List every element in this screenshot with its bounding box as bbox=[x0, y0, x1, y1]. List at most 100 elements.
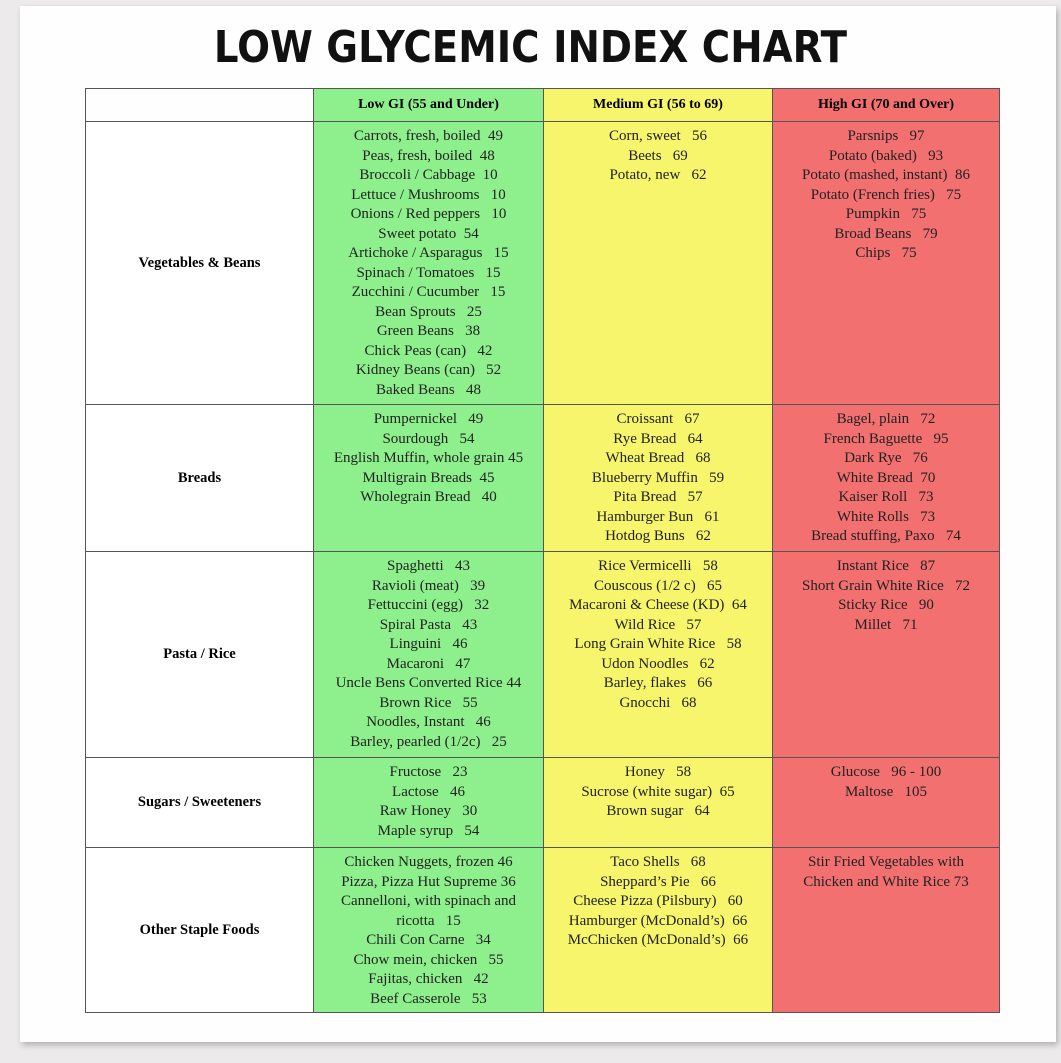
table-row: Vegetables & Beans Carrots, fresh, boiled… bbox=[85, 121, 1000, 405]
food-item: Rye Bread 64 bbox=[613, 430, 703, 447]
food-item: Uncle Bens Converted Rice 44 bbox=[335, 675, 522, 691]
cell-lines: Chicken Nuggets, frozen 46 Pizza, Pizza H… bbox=[314, 848, 543, 1009]
food-item: Kidney Beans (can) 52 bbox=[355, 362, 502, 378]
category-cell: Breads bbox=[85, 404, 314, 552]
cell-lines: Carrots, fresh, boiled 49 Peas, fresh, bo… bbox=[314, 122, 543, 400]
food-item: Wild Rice 57 bbox=[614, 616, 702, 633]
food-item: Stir Fried Vegetables with bbox=[808, 854, 964, 870]
food-item: Couscous (1/2 c) 65 bbox=[594, 577, 722, 594]
food-item: Brown sugar 64 bbox=[606, 803, 710, 819]
food-item: Spiral Pasta 43 bbox=[379, 616, 478, 633]
food-item: Ravioli (meat) 39 bbox=[371, 577, 486, 594]
food-item: Honey 58 bbox=[624, 764, 692, 780]
gi-cell: Parsnips 97 Potato (baked) 93 Potato (mash… bbox=[772, 121, 1000, 405]
food-item: Fructose 23 bbox=[389, 764, 468, 780]
food-item: Lactose 46 bbox=[392, 783, 465, 800]
food-item: Sticky Rice 90 bbox=[838, 597, 934, 613]
food-item: English Muffin, whole grain 45 bbox=[333, 450, 524, 466]
food-item: French Baguette 95 bbox=[823, 430, 949, 447]
food-item: Multigrain Breads 45 bbox=[362, 469, 495, 486]
cell-lines: Parsnips 97 Potato (baked) 93 Potato (mash… bbox=[773, 122, 999, 264]
gi-cell: Croissant 67 Rye Bread 64 Wheat Bread 68 Bl… bbox=[543, 404, 773, 552]
food-item: Bean Sprouts 25 bbox=[375, 303, 482, 320]
food-item: Chicken Nuggets, frozen 46 bbox=[344, 854, 513, 870]
cell-lines: Honey 58 Sucrose (white sugar) 65 Brown su… bbox=[544, 758, 772, 822]
cell-lines: Stir Fried Vegetables with Chicken and Wh… bbox=[773, 848, 999, 892]
food-item: Blueberry Muffin 59 bbox=[591, 469, 725, 486]
food-item: Pizza, Pizza Hut Supreme 36 bbox=[341, 873, 516, 890]
header-cell: High GI (70 and Over) bbox=[772, 88, 1000, 122]
food-item: ricotta 15 bbox=[396, 912, 461, 929]
category-cell: Other Staple Foods bbox=[85, 847, 314, 1013]
food-item: Noodles, Instant 46 bbox=[366, 714, 491, 730]
food-item: Potato, new 62 bbox=[609, 167, 707, 183]
food-item: Sheppard’s Pie 66 bbox=[600, 873, 716, 890]
food-item: Hotdog Buns 62 bbox=[605, 528, 711, 544]
food-item: Fettuccini (egg) 32 bbox=[367, 597, 490, 613]
food-item: Bread stuffing, Paxo 74 bbox=[811, 528, 961, 544]
gi-cell: Corn, sweet 56 Beets 69 Potato, new 62 bbox=[543, 121, 773, 405]
food-item: Macaroni 47 bbox=[386, 655, 471, 672]
food-item: Potato (French fries) 75 bbox=[810, 186, 962, 203]
food-item: Zucchini / Cucumber 15 bbox=[351, 284, 506, 300]
food-item: Chips 75 bbox=[855, 245, 917, 261]
food-item: Potato (mashed, instant) 86 bbox=[802, 167, 970, 183]
food-item: Pumpernickel 49 bbox=[373, 411, 484, 427]
gi-cell: Fructose 23 Lactose 46 Raw Honey 30 Maple s… bbox=[313, 757, 544, 848]
gi-cell: Rice Vermicelli 58 Couscous (1/2 c) 65 Mac… bbox=[543, 551, 773, 758]
header-cell: Low GI (55 and Under) bbox=[313, 88, 544, 122]
food-item: Potato (baked) 93 bbox=[828, 147, 944, 164]
food-item: Onions / Red peppers 10 bbox=[350, 206, 507, 222]
gi-table: Low GI (55 and Under) Medium GI (56 to 69… bbox=[85, 88, 1000, 1013]
cell-lines: Bagel, plain 72 French Baguette 95 Dark Ry… bbox=[773, 405, 999, 547]
category-cell: Sugars / Sweeteners bbox=[85, 757, 314, 848]
food-item: Pumpkin 75 bbox=[845, 206, 927, 222]
cell-lines: Rice Vermicelli 58 Couscous (1/2 c) 65 Mac… bbox=[544, 552, 772, 713]
cell-lines: Instant Rice 87 Short Grain White Rice 72… bbox=[773, 552, 999, 635]
cell-lines: Pumpernickel 49 Sourdough 54 English Muffi… bbox=[314, 405, 543, 508]
table-row: Sugars / Sweeteners Fructose 23 Lactose 46… bbox=[85, 757, 1000, 848]
food-item: Chow mein, chicken 55 bbox=[353, 951, 504, 968]
cell-lines: Corn, sweet 56 Beets 69 Potato, new 62 bbox=[544, 122, 772, 186]
category-cell: Pasta / Rice bbox=[85, 551, 314, 758]
header-row: Low GI (55 and Under) Medium GI (56 to 69… bbox=[85, 88, 1000, 122]
food-item: Beef Casserole 53 bbox=[370, 990, 487, 1007]
gi-cell: Bagel, plain 72 French Baguette 95 Dark Ry… bbox=[772, 404, 1000, 552]
gi-cell: Glucose 96 - 100 Maltose 105 bbox=[772, 757, 1000, 848]
food-item: Kaiser Roll 73 bbox=[838, 489, 934, 505]
food-item: Artichoke / Asparagus 15 bbox=[348, 245, 509, 261]
food-item: Baked Beans 48 bbox=[376, 381, 481, 398]
food-item: Gnocchi 68 bbox=[619, 694, 697, 711]
food-item: Lettuce / Mushrooms 10 bbox=[351, 186, 506, 203]
corner-cell bbox=[85, 88, 314, 122]
food-item: Chicken and White Rice 73 bbox=[803, 873, 969, 890]
food-item: Maltose 105 bbox=[844, 783, 928, 800]
food-item: McChicken (McDonald’s) 66 bbox=[567, 932, 749, 948]
gi-cell: Stir Fried Vegetables with Chicken and Wh… bbox=[772, 847, 1000, 1013]
food-item: Barley, flakes 66 bbox=[603, 675, 713, 691]
food-item: Taco Shells 68 bbox=[610, 854, 706, 870]
food-item: Green Beans 38 bbox=[376, 323, 481, 339]
food-item: Beets 69 bbox=[628, 147, 688, 164]
gi-cell: Spaghetti 43 Ravioli (meat) 39 Fettuccini … bbox=[313, 551, 544, 758]
food-item: Broad Beans 79 bbox=[834, 225, 938, 242]
food-item: Hamburger Bun 61 bbox=[596, 508, 720, 525]
gi-cell: Instant Rice 87 Short Grain White Rice 72… bbox=[772, 551, 1000, 758]
gi-cell: Chicken Nuggets, frozen 46 Pizza, Pizza H… bbox=[313, 847, 544, 1013]
food-item: Croissant 67 bbox=[616, 411, 700, 427]
food-item: Sourdough 54 bbox=[382, 430, 475, 447]
table-row: Breads Pumpernickel 49 Sourdough 54 English… bbox=[85, 404, 1000, 552]
food-item: Cannelloni, with spinach and bbox=[341, 893, 516, 909]
cell-lines: Fructose 23 Lactose 46 Raw Honey 30 Maple s… bbox=[314, 758, 543, 841]
title: LOW GLYCEMIC INDEX CHART bbox=[213, 22, 848, 73]
food-item: Carrots, fresh, boiled 49 bbox=[353, 128, 504, 144]
food-item: Instant Rice 87 bbox=[836, 558, 936, 574]
food-item: Rice Vermicelli 58 bbox=[598, 558, 718, 574]
food-item: Parsnips 97 bbox=[847, 128, 925, 144]
food-item: Barley, pearled (1/2c) 25 bbox=[350, 733, 507, 750]
table-row: Pasta / Rice Spaghetti 43 Ravioli (meat) 3… bbox=[85, 551, 1000, 758]
food-item: Bagel, plain 72 bbox=[836, 411, 936, 427]
food-item: Spaghetti 43 bbox=[387, 558, 470, 574]
food-item: Fajitas, chicken 42 bbox=[368, 971, 489, 987]
food-item: Brown Rice 55 bbox=[379, 694, 478, 711]
